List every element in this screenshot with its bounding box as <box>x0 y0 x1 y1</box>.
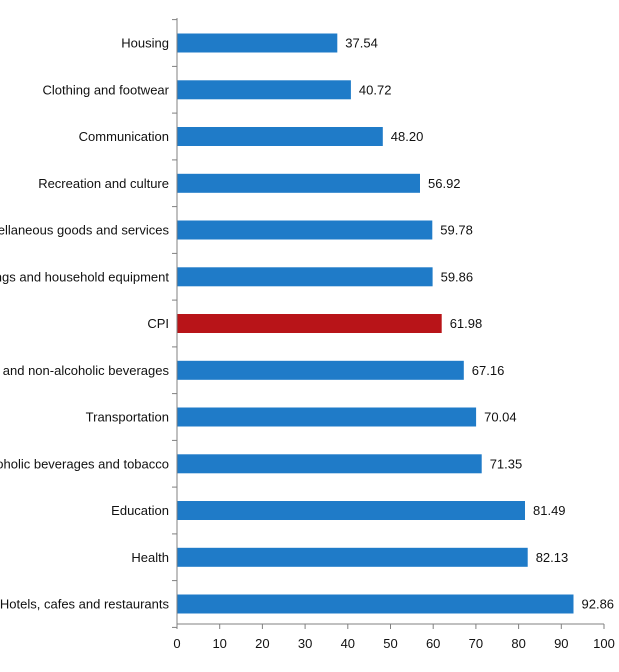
x-tick-label: 50 <box>383 636 397 651</box>
category-label: CPI <box>147 316 169 331</box>
x-tick-label: 40 <box>341 636 355 651</box>
bar-cpi <box>177 314 442 333</box>
axes-layer <box>172 18 605 629</box>
category-label: Education <box>111 503 169 518</box>
bar-clothing-and-footwear <box>177 80 351 100</box>
bar-miscellaneous-goods-and-services <box>177 220 433 240</box>
x-tick-label: 90 <box>554 636 568 651</box>
value-label: 81.49 <box>533 503 566 518</box>
category-label: Recreation and culture <box>38 176 169 191</box>
category-label: Health <box>131 550 169 565</box>
value-label: 67.16 <box>472 363 505 378</box>
bar-food-and-non-alcoholic-beverages <box>177 360 464 380</box>
x-tick-label: 70 <box>469 636 483 651</box>
value-label: 71.35 <box>490 456 523 471</box>
x-tick-label: 30 <box>298 636 312 651</box>
bars-layer <box>177 33 574 614</box>
category-label: Food and non-alcoholic beverages <box>0 363 170 378</box>
x-tick-label: 100 <box>593 636 615 651</box>
x-tick-label: 80 <box>511 636 525 651</box>
bar-communication <box>177 127 383 146</box>
category-label: Hotels, cafes and restaurants <box>0 597 169 612</box>
value-label: 70.04 <box>484 410 517 425</box>
value-label: 48.20 <box>391 129 424 144</box>
category-label: Housing <box>121 36 169 51</box>
bar-recreation-and-culture <box>177 173 420 193</box>
bar-transportation <box>177 407 477 427</box>
category-label: Miscellaneous goods and services <box>0 223 169 238</box>
value-label: 59.78 <box>440 223 473 238</box>
category-label: Transportation <box>86 410 169 425</box>
bar-hotels-cafes-and-restaurants <box>177 594 574 614</box>
x-tick-label: 10 <box>212 636 226 651</box>
value-label: 37.54 <box>345 36 378 51</box>
category-label: Furnishings and household equipment <box>0 269 169 284</box>
bar-health <box>177 547 528 567</box>
bar-housing <box>177 33 338 53</box>
value-label: 61.98 <box>450 316 483 331</box>
value-label: 59.86 <box>441 269 474 284</box>
value-label: 82.13 <box>536 550 569 565</box>
x-tick-label: 20 <box>255 636 269 651</box>
labels-layer: Housing 37.54 Clothing and footwear 40.72 Co… <box>0 36 615 652</box>
bar-education <box>177 501 525 520</box>
bar-furnishings-and-household-equipment <box>177 267 433 287</box>
value-label: 92.86 <box>582 597 615 612</box>
value-label: 56.92 <box>428 176 461 191</box>
x-tick-label: 0 <box>173 636 180 651</box>
category-label: Alcoholic beverages and tobacco <box>0 456 169 471</box>
category-label: Clothing and footwear <box>43 82 170 97</box>
category-label: Communication <box>79 129 169 144</box>
value-label: 40.72 <box>359 82 392 97</box>
x-tick-label: 60 <box>426 636 440 651</box>
bar-alcoholic-beverages-and-tobacco <box>177 454 482 474</box>
